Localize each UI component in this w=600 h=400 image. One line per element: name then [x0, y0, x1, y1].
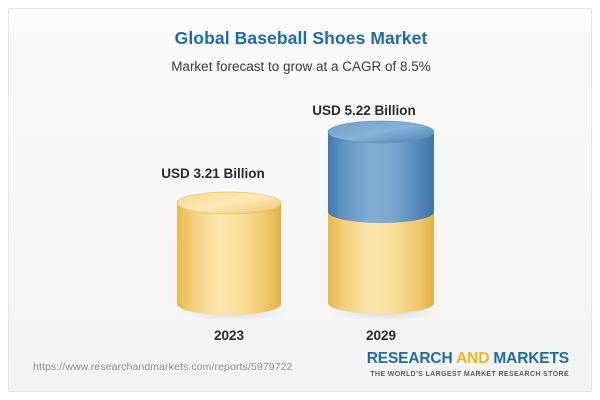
chart-subtitle: Market forecast to grow at a CAGR of 8.5…	[171, 59, 431, 74]
logo-wordmark: RESEARCH AND MARKETS	[367, 351, 569, 367]
bar-2023[interactable]	[173, 191, 287, 321]
value-label-2029: USD 5.22 Billion	[312, 103, 416, 118]
bar-2029[interactable]	[323, 120, 441, 321]
category-label-2023: 2023	[213, 328, 245, 343]
chart-plot-area: USD 3.21 Billion	[9, 9, 593, 393]
logo-word-markets: MARKETS	[489, 350, 569, 368]
chart-card: Global Baseball Shoes Market Market fore…	[8, 8, 592, 392]
cylinder-2023-graphic	[176, 191, 287, 321]
logo-tagline: THE WORLD'S LARGEST MARKET RESEARCH STOR…	[370, 370, 569, 378]
logo-word-and: AND	[456, 350, 490, 368]
source-url[interactable]: https://www.researchandmarkets.com/repor…	[33, 361, 293, 373]
cylinder-2029-graphic	[327, 120, 441, 321]
category-label-2029: 2029	[365, 328, 397, 343]
value-label-2023: USD 3.21 Billion	[161, 166, 265, 181]
logo-word-research: RESEARCH	[366, 350, 457, 368]
page-title: Global Baseball Shoes Market	[174, 28, 428, 48]
research-and-markets-logo[interactable]: RESEARCH AND MARKETS THE WORLD'S LARGEST…	[367, 351, 569, 378]
